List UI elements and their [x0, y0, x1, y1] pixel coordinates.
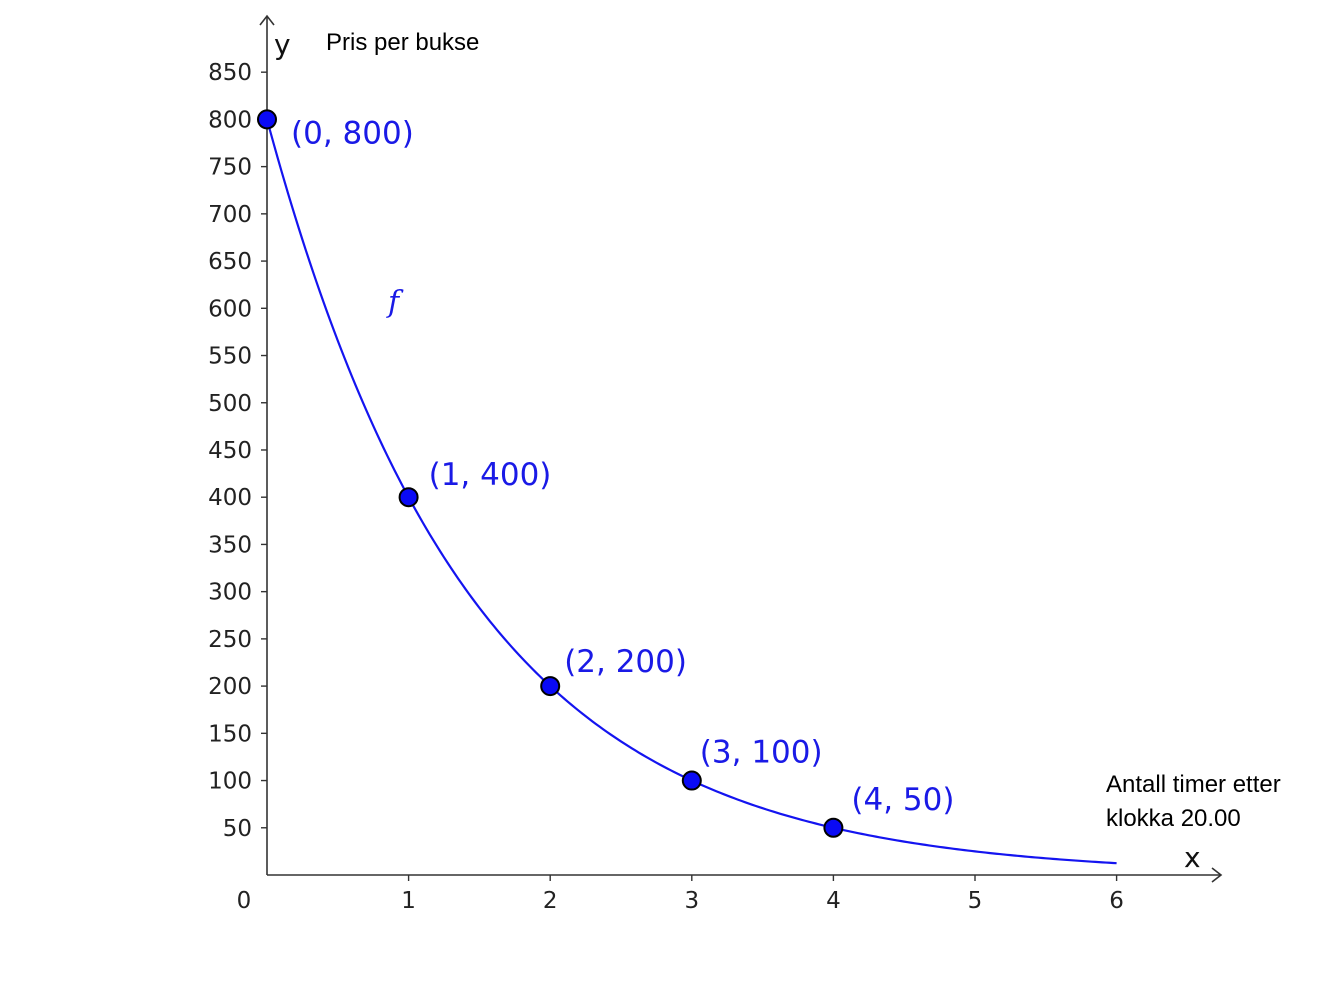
data-point — [398, 487, 419, 508]
y-tick-label: 450 — [208, 438, 252, 464]
y-tick-label: 300 — [208, 580, 252, 606]
x-axis-arrow — [1211, 867, 1223, 883]
y-tick-label: 650 — [208, 249, 252, 275]
y-tick-label: 400 — [208, 485, 252, 511]
x-tick-label: 3 — [684, 888, 699, 914]
data-point — [540, 676, 561, 697]
y-tick-label: 750 — [208, 155, 252, 181]
ticks: 1 2 3 4 5 65010015020025030035040045050055060… — [208, 60, 1124, 914]
x-tick-label: 6 — [1109, 888, 1124, 914]
x-tick-label: 4 — [826, 888, 841, 914]
y-tick-label: 550 — [208, 344, 252, 370]
y-tick-label: 500 — [208, 391, 252, 417]
point-label: (3, 100) — [700, 735, 823, 771]
y-tick-label: 700 — [208, 202, 252, 228]
y-tick-label: 50 — [223, 816, 252, 842]
function-curve-f — [265, 119, 1117, 865]
y-tick-label: 350 — [208, 532, 252, 558]
data-points: (0, 800) (1, 400) (2, 200) (3, 100) (4, 50) — [257, 109, 954, 838]
x-tick-label: 5 — [968, 888, 983, 914]
y-axis-arrow — [259, 14, 275, 26]
y-tick-label: 200 — [208, 674, 252, 700]
y-tick-label: 600 — [208, 296, 252, 322]
data-point — [681, 770, 702, 791]
x-axis-caption-line-1: Antall timer etter — [1106, 771, 1281, 798]
x-axis-name: x — [1184, 841, 1201, 874]
x-tick-label: 1 — [401, 888, 416, 914]
y-tick-label: 150 — [208, 721, 252, 747]
x-axis-caption-line-2: klokka 20.00 — [1106, 805, 1241, 832]
y-tick-label: 850 — [208, 60, 252, 86]
origin-label: 0 — [237, 888, 252, 914]
x-tick-label: 2 — [543, 888, 558, 914]
point-label: (2, 200) — [564, 644, 687, 680]
point-label: (1, 400) — [429, 457, 552, 493]
point-label: (0, 800) — [291, 115, 414, 151]
point-label: (4, 50) — [851, 782, 954, 818]
y-tick-label: 800 — [208, 107, 252, 133]
data-point — [823, 817, 844, 838]
axes — [259, 14, 1223, 883]
data-point — [257, 109, 277, 130]
y-tick-label: 100 — [208, 769, 252, 795]
function-label: f — [386, 285, 404, 320]
y-tick-label: 250 — [208, 627, 252, 653]
y-axis-caption: Pris per bukse — [326, 29, 479, 56]
y-axis-name: y — [274, 28, 291, 61]
